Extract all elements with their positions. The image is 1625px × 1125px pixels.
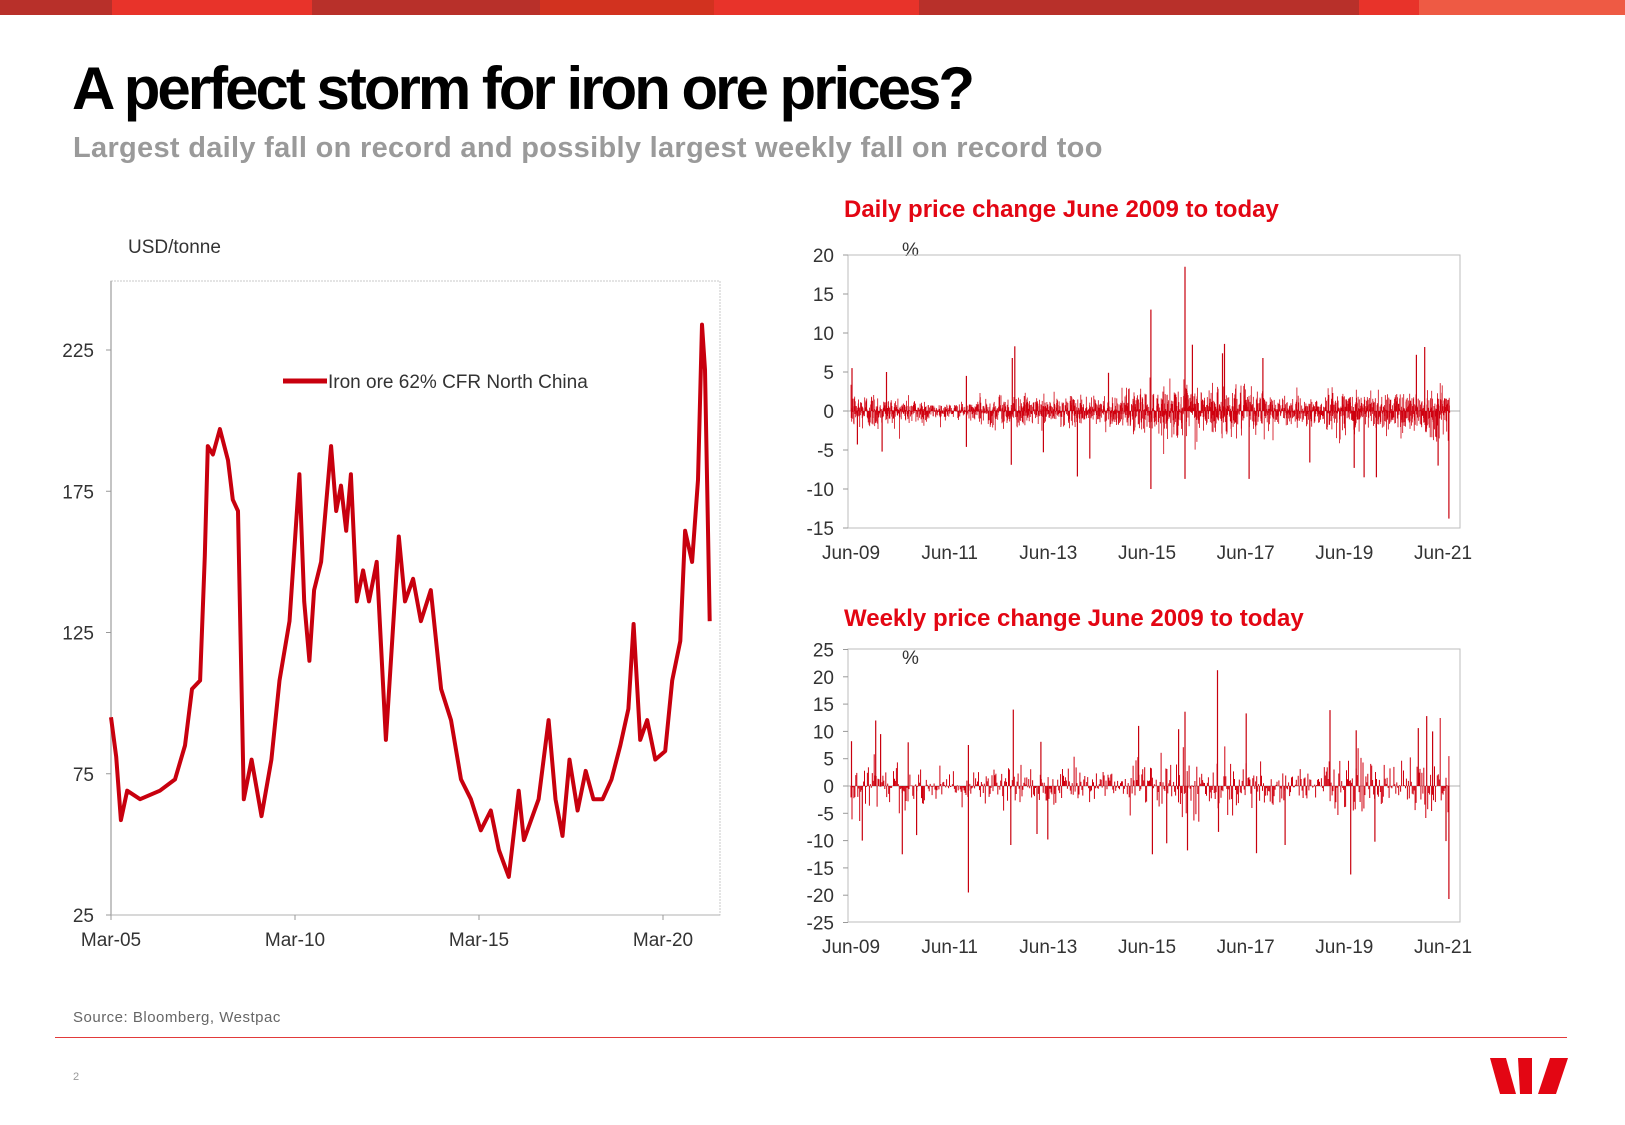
x-tick-label: Jun-11 (921, 543, 978, 564)
x-tick-label: Mar-20 (633, 930, 693, 951)
y-tick-label: -5 (817, 441, 834, 462)
x-tick-label: Jun-17 (1217, 543, 1275, 564)
daily-change-chart: 20 15 10 5 0 -5 -10 -15 Jun-09 Jun-11 Jun-13 Jun-15… (807, 246, 1473, 564)
top-bar-segment (1419, 0, 1625, 15)
x-tick-label: Mar-10 (265, 930, 325, 951)
y-tick-label: 15 (813, 695, 834, 716)
y-tick-label: 5 (823, 363, 834, 384)
y-tick-label: -20 (807, 886, 834, 907)
y-tick-label: -10 (807, 480, 834, 501)
y-tick-label: 175 (62, 482, 94, 503)
plot-area (847, 254, 1461, 529)
y-tick-label: 5 (823, 750, 834, 771)
x-tick-label: Jun-11 (921, 937, 978, 958)
y-tick-label: -5 (817, 804, 834, 825)
weekly-chart-unit: % (902, 648, 919, 669)
page-number: 2 (73, 1071, 80, 1083)
x-tick-label: Jun-15 (1118, 543, 1176, 564)
y-tick-label: -25 (807, 914, 834, 935)
top-bar-segment (919, 0, 1359, 15)
y-tick-label: 0 (823, 777, 834, 798)
iron-ore-price-chart: 25 75 125 175 225 Mar-05 Mar-10 Mar-15 Mar-20 Ir… (62, 280, 721, 951)
slide-title: A perfect storm for iron ore prices? (72, 55, 975, 122)
x-tick-label: Jun-09 (822, 937, 880, 958)
slide-subtitle: Largest daily fall on record and possibl… (73, 132, 1103, 164)
y-tick-label: 25 (73, 906, 94, 927)
y-tick-label: 75 (73, 765, 94, 786)
x-tick-label: Jun-09 (822, 543, 880, 564)
chart-legend: Iron ore 62% CFR North China (283, 372, 588, 393)
series-line-iron-ore (109, 322, 712, 879)
top-bar-segment (112, 0, 312, 15)
weekly-chart-title: Weekly price change June 2009 to today (844, 605, 1304, 632)
x-tick-label: Jun-21 (1414, 937, 1472, 958)
source-note: Source: Bloomberg, Westpac (73, 1009, 281, 1026)
x-tick-label: Jun-17 (1217, 937, 1275, 958)
x-tick-label: Jun-19 (1315, 937, 1373, 958)
top-bar-segment (312, 0, 540, 15)
x-tick-label: Jun-19 (1315, 543, 1373, 564)
x-tick-label: Jun-13 (1019, 543, 1077, 564)
legend-label: Iron ore 62% CFR North China (328, 372, 588, 393)
westpac-logo-icon (1490, 1058, 1568, 1094)
y-tick-label: 225 (62, 341, 94, 362)
y-tick-label: 25 (813, 641, 834, 662)
y-tick-label: 15 (813, 285, 834, 306)
top-bar-segment (714, 0, 919, 15)
x-tick-label: Jun-15 (1118, 937, 1176, 958)
top-bar-segment (0, 0, 112, 15)
daily-chart-title: Daily price change June 2009 to today (844, 196, 1279, 223)
x-tick-label: Jun-13 (1019, 937, 1077, 958)
x-tick-label: Mar-15 (449, 930, 509, 951)
y-tick-label: 0 (823, 402, 834, 423)
y-tick-label: 20 (813, 668, 834, 689)
y-tick-label: 10 (813, 324, 834, 345)
top-brand-bar (0, 0, 1625, 15)
top-bar-segment (540, 0, 714, 15)
left-chart-ylabel: USD/tonne (128, 237, 221, 258)
footer-divider (55, 1037, 1567, 1038)
daily-chart-unit: % (902, 240, 919, 261)
y-tick-label: -15 (807, 519, 834, 540)
x-tick-label: Mar-05 (81, 930, 141, 951)
y-tick-label: 125 (62, 624, 94, 645)
x-tick-label: Jun-21 (1414, 543, 1472, 564)
y-tick-label: -10 (807, 832, 834, 853)
top-bar-segment (1359, 0, 1419, 15)
y-tick-label: -15 (807, 859, 834, 880)
y-tick-label: 10 (813, 722, 834, 743)
y-tick-label: 20 (813, 246, 834, 267)
